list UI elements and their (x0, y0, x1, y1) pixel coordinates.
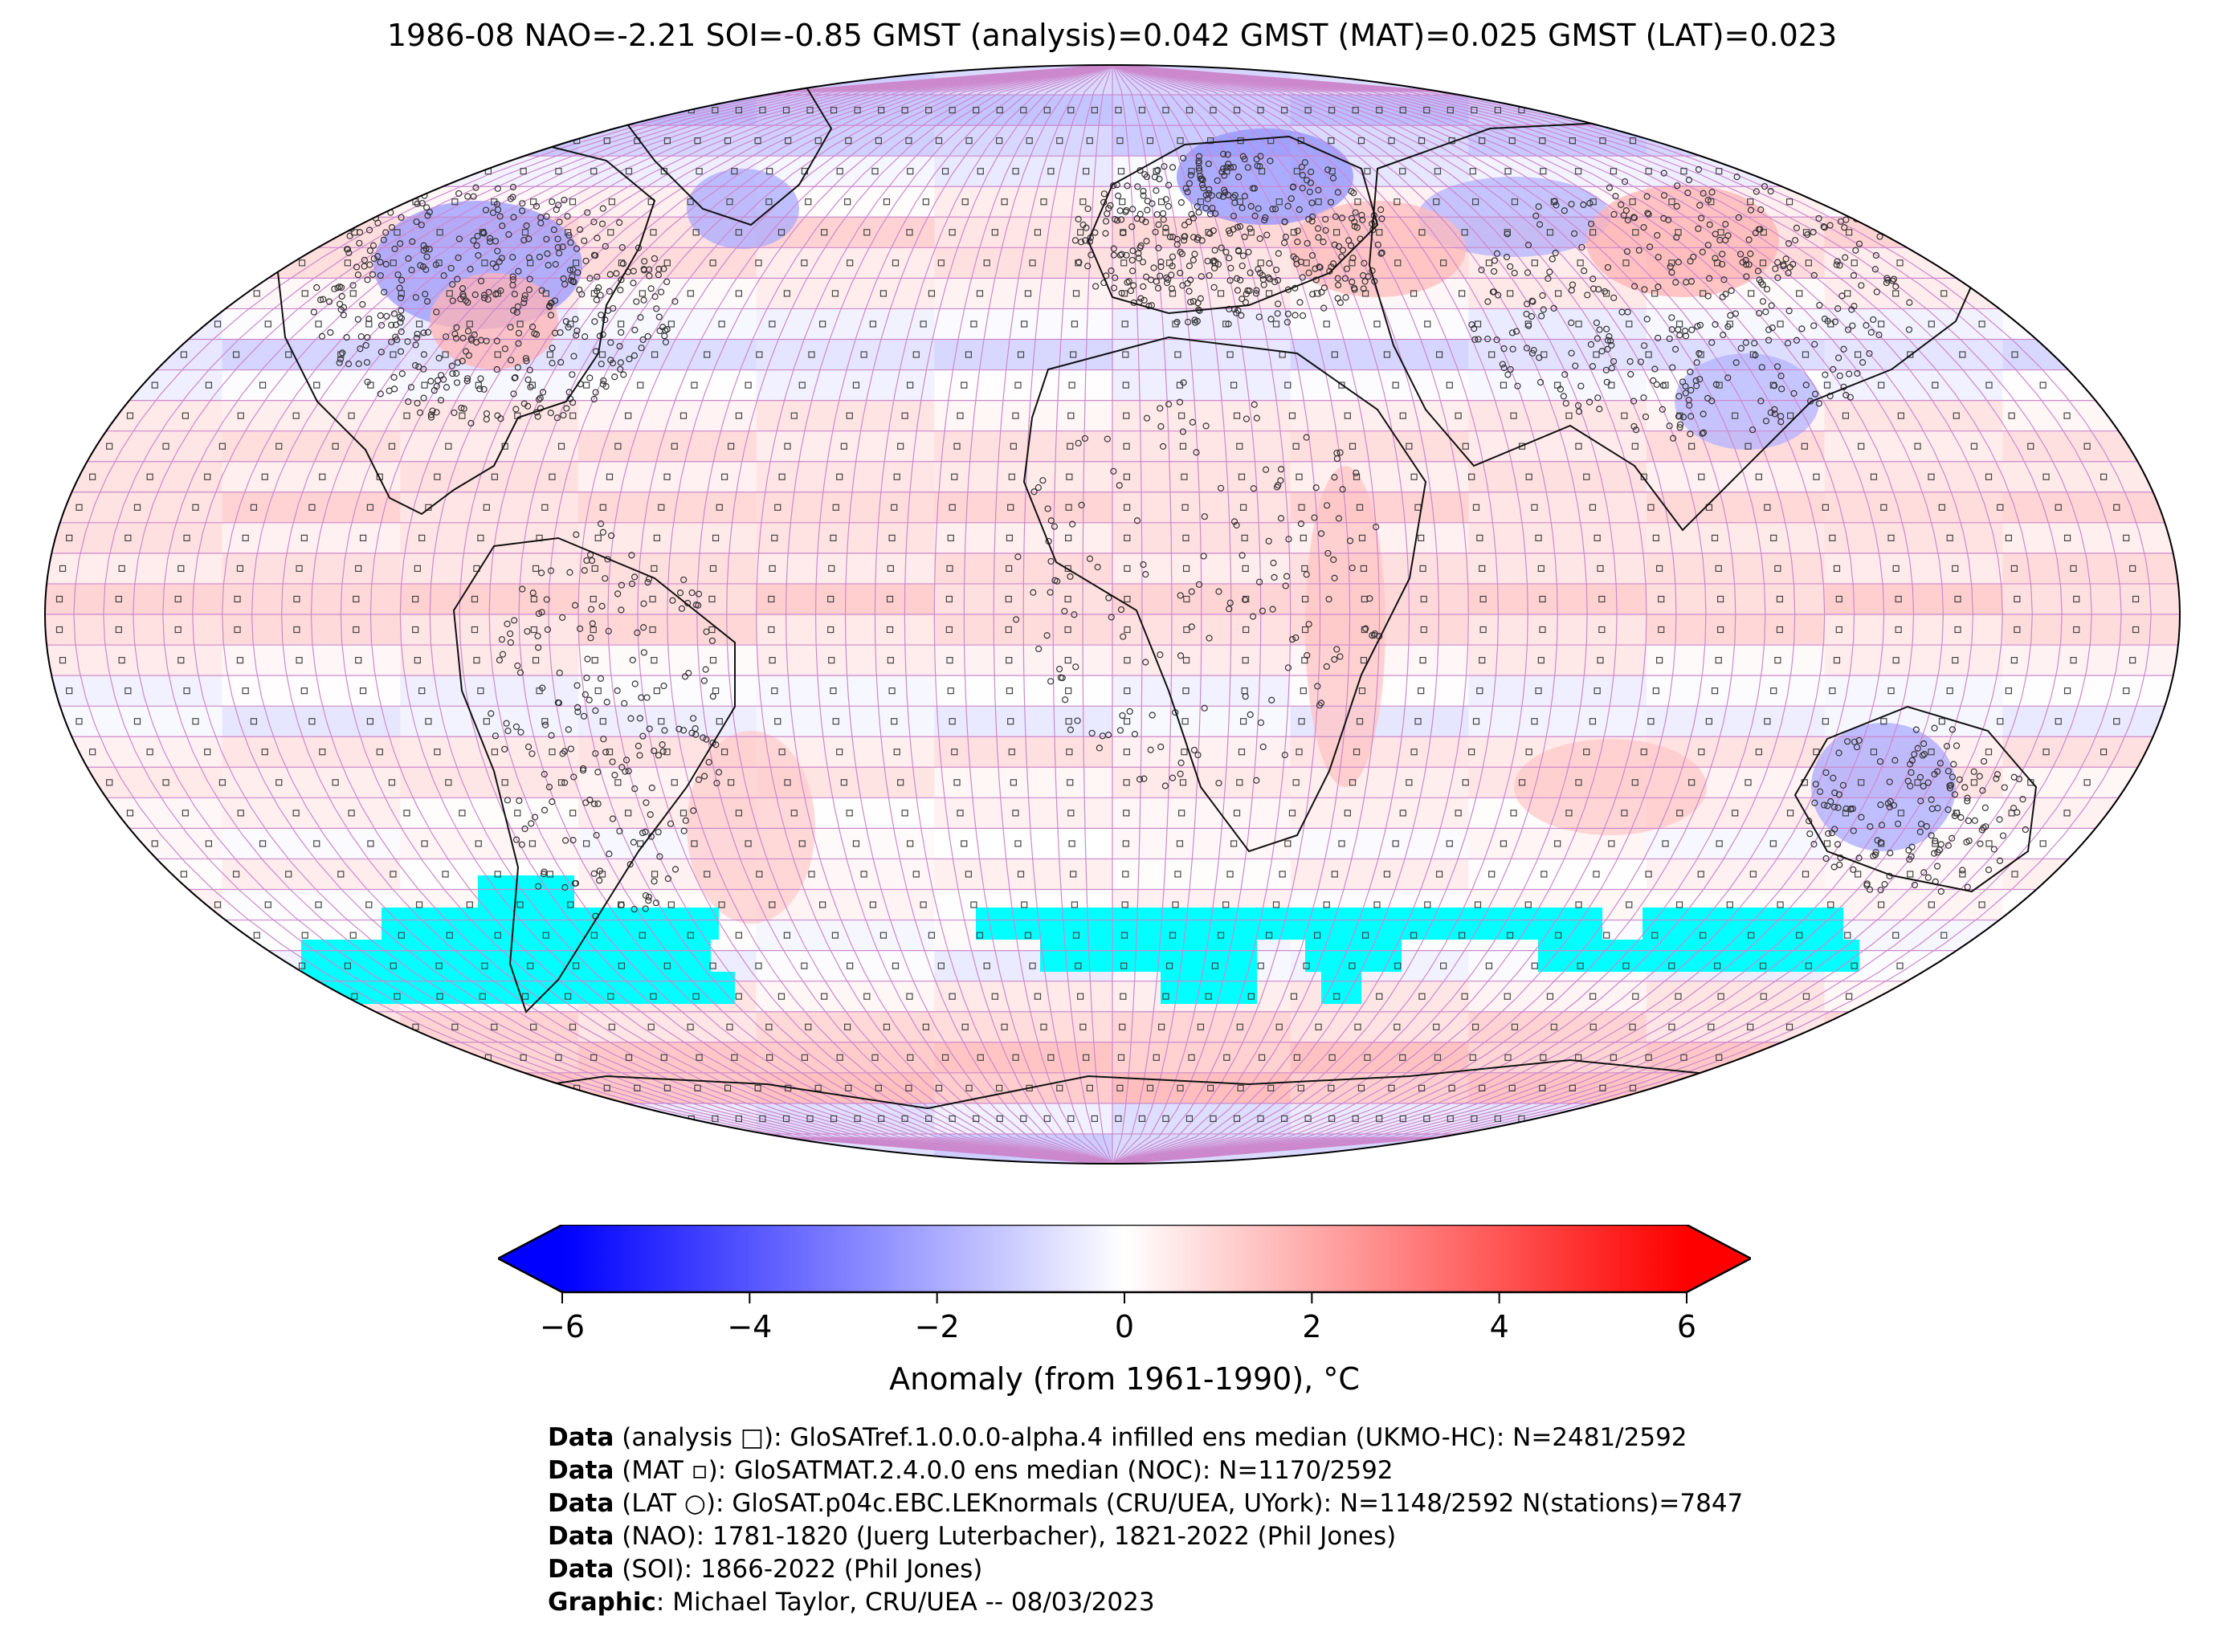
map-boundary (44, 64, 2181, 1165)
colorbar: −6 −4 −2 0 2 4 6 Anomaly (from 1961-1990), °C (498, 1225, 1751, 1397)
colorbar-tick-label: −4 (727, 1309, 772, 1344)
colorbar-tick-label: −2 (915, 1309, 960, 1344)
credit-line: Data (MAT ▫): GloSATMAT.2.4.0.0 ens medi… (548, 1456, 1394, 1485)
colorbar-tick-label: 6 (1677, 1309, 1696, 1344)
colorbar-extend-min (498, 1225, 562, 1292)
credit-line: Data (LAT ○): GloSAT.p04c.EBC.LEKnormals… (548, 1489, 1744, 1518)
colorbar-label: Anomaly (from 1961-1990), °C (889, 1361, 1360, 1397)
colorbar-extend-max (1687, 1225, 1751, 1292)
credit-line: Data (analysis □): GloSATref.1.0.0.0-alp… (548, 1423, 1687, 1452)
colorbar-tick-label: 0 (1115, 1309, 1134, 1344)
anomaly-map (44, 64, 2181, 1165)
map-title: 1986-08 NAO=-2.21 SOI=-0.85 GMST (analys… (386, 18, 1838, 53)
colorbar-tick-label: 4 (1490, 1309, 1509, 1344)
colorbar-tick-label: −6 (540, 1309, 585, 1344)
station-markers (55, 106, 2140, 1123)
colorbar-tick-label: 2 (1302, 1309, 1321, 1344)
credit-line: Graphic: Michael Taylor, CRU/UEA -- 08/0… (548, 1588, 1155, 1617)
colorbar-gradient (562, 1225, 1687, 1292)
credit-line: Data (SOI): 1866-2022 (Phil Jones) (548, 1555, 983, 1584)
colorbar-ticks: −6 −4 −2 0 2 4 6 (540, 1292, 1696, 1344)
credit-line: Data (NAO): 1781-1820 (Juerg Luterbacher… (548, 1522, 1397, 1551)
data-credits: Data (analysis □): GloSATref.1.0.0.0-alp… (548, 1422, 1743, 1619)
